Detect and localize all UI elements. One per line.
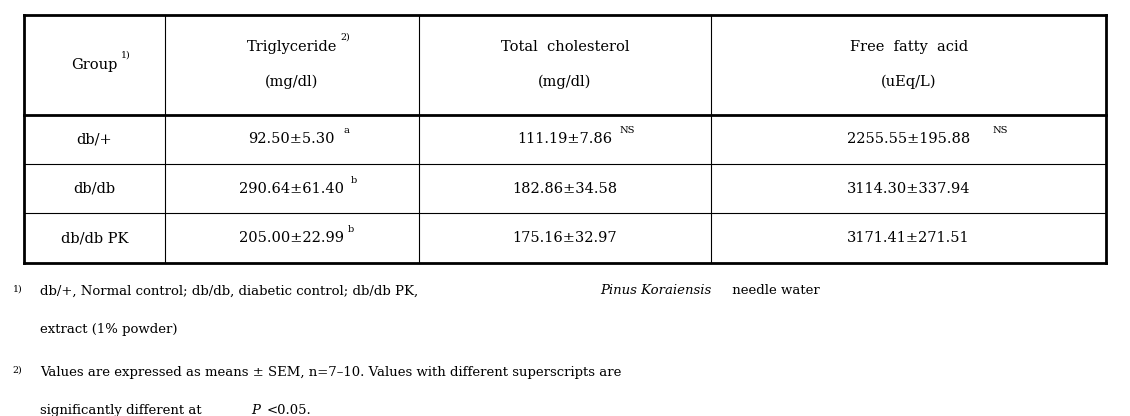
Text: 175.16±32.97: 175.16±32.97 [513,231,617,245]
Text: 290.64±61.40: 290.64±61.40 [240,182,345,196]
Text: NS: NS [619,126,635,135]
Text: needle water: needle water [729,285,820,297]
Text: db/db PK: db/db PK [61,231,128,245]
Text: db/+, Normal control; db/db, diabetic control; db/db PK,: db/+, Normal control; db/db, diabetic co… [40,285,423,297]
Text: (uEq/L): (uEq/L) [880,75,937,89]
Text: db/db: db/db [73,182,115,196]
Text: 3114.30±337.94: 3114.30±337.94 [846,182,971,196]
Text: (mg/dl): (mg/dl) [266,75,319,89]
Text: 111.19±7.86: 111.19±7.86 [518,132,612,146]
Text: Group: Group [71,58,118,72]
Text: 92.50±5.30: 92.50±5.30 [249,132,334,146]
Text: significantly different at: significantly different at [40,404,206,416]
Text: 2255.55±195.88: 2255.55±195.88 [848,132,971,146]
Text: db/+: db/+ [77,132,112,146]
Text: 205.00±22.99: 205.00±22.99 [240,231,345,245]
Text: NS: NS [992,126,1008,135]
Text: 3171.41±271.51: 3171.41±271.51 [848,231,970,245]
Text: 1): 1) [121,50,131,59]
Text: 2): 2) [12,366,23,375]
Text: (mg/dl): (mg/dl) [538,75,592,89]
Text: 1): 1) [12,285,23,293]
Text: P: P [252,404,261,416]
Text: Free  fatty  acid: Free fatty acid [850,40,967,54]
Text: Pinus Koraiensis: Pinus Koraiensis [600,285,711,297]
Text: 2): 2) [340,33,350,42]
Text: Values are expressed as means ± SEM, n=7–10. Values with different superscripts : Values are expressed as means ± SEM, n=7… [40,366,622,379]
Text: b: b [350,176,357,185]
Text: Total  cholesterol: Total cholesterol [501,40,629,54]
Text: b: b [348,225,355,234]
Text: Triglyceride: Triglyceride [246,40,337,54]
Text: 182.86±34.58: 182.86±34.58 [512,182,618,196]
Text: extract (1% powder): extract (1% powder) [40,323,177,336]
Text: <0.05.: <0.05. [267,404,311,416]
Text: a: a [344,126,349,135]
